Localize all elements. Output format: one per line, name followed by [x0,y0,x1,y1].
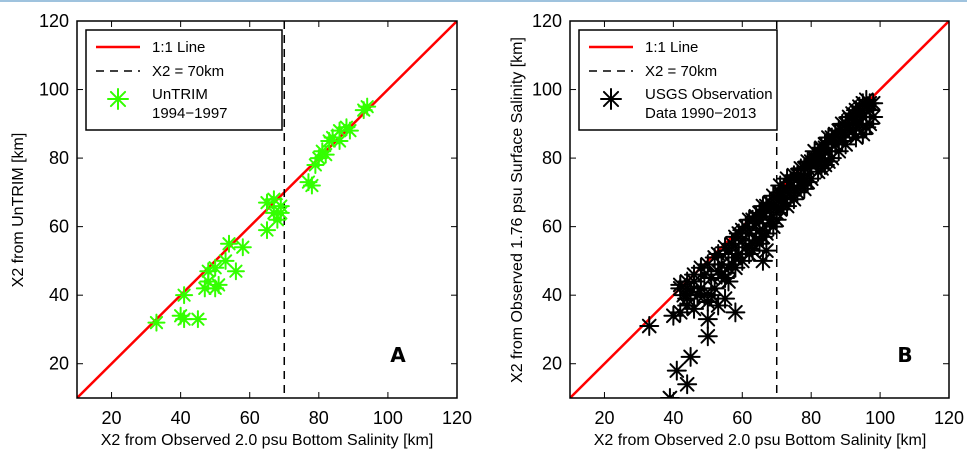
chart-a-point-13 [226,262,245,281]
chart-b-point-9 [697,309,718,330]
chart-b-point-2 [666,360,687,381]
chart-a-xtick-label: 100 [373,408,403,428]
chart-b-point-151 [670,278,691,299]
chart-b-point-106 [711,264,732,285]
chart-b-legend-asterisk [600,88,622,110]
chart-b-point-0 [639,316,660,337]
chart-a-point-25 [309,149,328,168]
chart-b-xtick-label: 20 [594,408,614,428]
chart-a-xtick-label: 80 [309,408,329,428]
chart-b-point-5 [677,374,698,395]
chart-a-xlabel: X2 from Observed 2.0 psu Bottom Salinity… [101,432,434,449]
chart-a-panel-label: A [390,343,406,367]
chart-a-point-12 [220,234,238,253]
chart-a-ytick-label: 40 [49,285,69,305]
chart-b-xtick-label: 40 [663,408,683,428]
chart-a-point-21 [271,197,290,216]
chart-a-xtick-label: 20 [102,408,122,428]
chart-b-point-160 [818,127,839,148]
chart-a-point-23 [302,176,321,195]
chart-a-frame [76,20,458,399]
chart-a-xtick-label: 60 [240,408,260,428]
chart-b-point-156 [759,192,780,213]
chart-a-legend-label-1: 1:1 Line [152,39,205,56]
chart-b-point-159 [804,141,825,162]
chart-b-ytick-label: 80 [542,148,562,168]
chart-b-point-162 [845,100,866,121]
chart-a-ytick-label: 100 [39,80,69,100]
chart-a-point-27 [316,145,335,164]
chart-b-point-154 [732,220,753,241]
chart-a-legend-label-2: X2 = 70km [152,63,224,80]
chart-b-ytick-label: 60 [542,217,562,237]
chart-a-point-4 [188,310,207,329]
chart-b-legend-marker [600,88,622,110]
chart-b-point-6 [680,346,701,367]
chart-b-legend-label-3-line2: Data 1990−2013 [645,105,756,122]
chart-b-ytick-label: 100 [532,80,562,100]
chart-a: 20 40 60 80 100 120 20 40 60 80 100 120 X2 from Obs… [10,11,472,449]
chart-a-point-35 [358,97,377,116]
chart-b-ticks: 20 40 60 80 100 120 20 40 60 80 100 120 [532,11,964,428]
chart-a-ytick-label: 20 [49,354,69,374]
chart-a-point-30 [330,131,349,150]
chart-a-point-10 [209,275,228,294]
chart-a-point-11 [216,251,235,270]
chart-a-point-0 [147,313,166,332]
chart-b-point-153 [718,240,739,261]
chart-a-legend-label-3-line1: UnTRIM [152,86,208,103]
chart-a-xtick-label: 40 [171,408,191,428]
chart-a-xtick-label: 120 [442,408,472,428]
chart-b-legend-label-1: 1:1 Line [645,39,698,56]
chart-a-ytick-label: 80 [49,148,69,168]
chart-b-xtick-label: 120 [934,408,964,428]
chart-b-point-158 [790,158,811,179]
chart-b-xlabel: X2 from Observed 2.0 psu Bottom Salinity… [594,432,927,449]
chart-a-ytick-label: 120 [39,11,69,31]
chart-b-point-161 [832,113,853,134]
chart-a-point-3 [175,286,194,305]
chart-a-point-15 [258,221,276,240]
chart-a-plot-area [77,21,457,398]
chart-b-legend: 1:1 Line X2 = 70km USGS Observation Data… [578,29,778,131]
chart-a-point-8 [206,258,225,277]
chart-b-point-155 [746,206,767,227]
chart-b-panel-label: B [897,343,912,367]
chart-a-legend-label-3-line2: 1994−1997 [152,105,228,122]
chart-a-ytick-label: 60 [49,217,69,237]
chart-a-ylabel: X2 from UnTRIM [km] [10,133,27,288]
chart-b-xtick-label: 80 [801,408,821,428]
chart-b-point-1 [659,388,680,398]
chart-b-point-157 [777,168,798,189]
chart-b-legend-label-3-line1: USGS Observation [645,86,773,103]
chart-a-legend-asterisk [107,88,129,110]
chart-a-legend: 1:1 Line X2 = 70km UnTRIM 1994−1997 [85,29,283,131]
top-border [0,0,967,2]
chart-b-ylabel: X2 from Observed 1.76 psu Surface Salini… [509,37,526,383]
chart-b-point-8 [697,326,718,347]
chart-b-point-12 [725,302,746,323]
chart-b-xtick-label: 100 [865,408,895,428]
chart-b-legend-label-2: X2 = 70km [645,63,717,80]
chart-b: 20 40 60 80 100 120 20 40 60 80 100 120 X2 from Obs… [509,11,964,449]
chart-a-legend-marker [107,88,129,110]
chart-b-plot-area [570,21,949,398]
chart-a-point-14 [233,238,252,257]
chart-a-point-33 [340,121,359,140]
chart-b-ytick-label: 40 [542,285,562,305]
chart-b-ytick-label: 20 [542,354,562,374]
chart-b-frame [569,20,950,399]
chart-a-ticks: 20 40 60 80 100 120 20 40 60 80 100 120 [39,11,472,428]
chart-b-xtick-label: 60 [732,408,752,428]
chart-b-point-137 [825,124,846,145]
chart-b-ytick-label: 120 [532,11,562,31]
